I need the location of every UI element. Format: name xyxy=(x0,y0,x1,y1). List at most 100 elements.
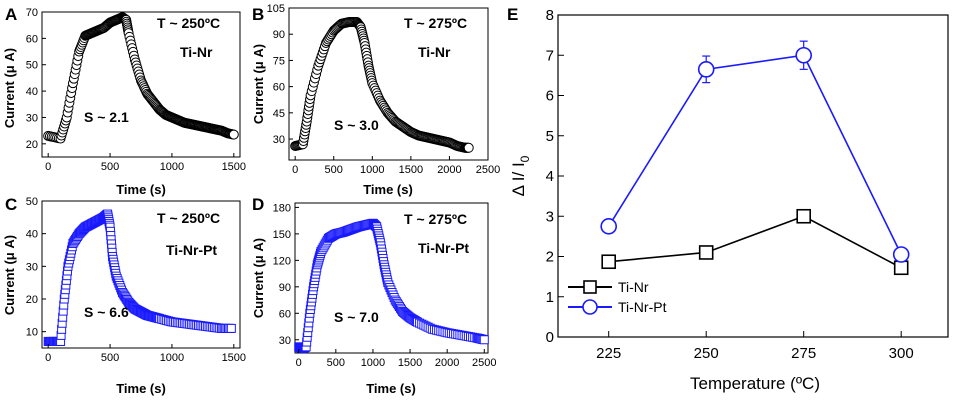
panel-e-x-tick-label: 275 xyxy=(791,345,816,362)
panel-b-x-tick-label: 1500 xyxy=(399,164,423,176)
series-ti-nr-pt-line xyxy=(608,54,902,255)
panel-b-y-tick-label: 75 xyxy=(273,55,285,67)
panel-e-y-label: Δ I/ I0 xyxy=(509,155,532,196)
panel-e-y-tick-label: 2 xyxy=(546,249,554,266)
panel-a-sample: Ti-Nr xyxy=(180,44,213,60)
series-ti-nr-point xyxy=(698,245,714,260)
panel-c-frame xyxy=(41,200,241,349)
panel-e-y-tick-label: 0 xyxy=(546,329,554,346)
panel-c-y-tick-label: 30 xyxy=(26,261,38,273)
panel-b-letter: B xyxy=(252,5,264,24)
panel-e-y-tick-label: 3 xyxy=(546,208,554,225)
panel-d: D 0 500 1000 1500 2000 2500 30 60 90 120 150 180 T… xyxy=(251,195,497,396)
panel-d-y-ticks: 30 60 90 120 150 180 xyxy=(273,202,299,347)
panel-b-x-tick-label: 500 xyxy=(325,164,343,176)
legend-ti-nr-marker xyxy=(583,280,597,294)
panel-a-sensitivity: S ~ 2.1 xyxy=(84,109,129,125)
panel-c-y-ticks: 10 20 30 40 50 xyxy=(26,196,46,339)
panel-d-y-tick-label: 120 xyxy=(273,255,291,267)
panel-b-x-ticks: 0 500 1000 1500 2000 2500 xyxy=(292,156,500,176)
panel-d-x-tick-label: 2500 xyxy=(472,357,496,369)
panel-c-x-tick-label: 1500 xyxy=(222,352,246,364)
panel-a-x-tick-label: 1500 xyxy=(222,161,246,173)
panel-d-y-tick-label: 90 xyxy=(279,282,291,294)
panel-b: B 0 500 1000 1500 2000 2500 30 45 60 75 90 105 T ~… xyxy=(251,3,500,197)
panel-d-data-point xyxy=(479,335,489,345)
panel-b-sample: Ti-Nr xyxy=(418,44,451,60)
panel-e-marks xyxy=(600,40,910,276)
panel-e-y-tick-label: 4 xyxy=(546,168,554,185)
panel-d-y-tick-label: 30 xyxy=(279,335,291,347)
panel-a-x-ticks: 0 500 1000 1500 xyxy=(45,153,246,173)
panel-b-y-tick-label: 45 xyxy=(273,108,285,120)
series-ti-nr-pt-point xyxy=(697,61,715,78)
panel-b-y-tick-label: 30 xyxy=(273,134,285,146)
panel-c-marks xyxy=(43,209,236,346)
panel-b-y-tick-label: 105 xyxy=(267,3,285,15)
panel-a-y-ticks: 20 30 40 50 60 70 xyxy=(26,7,46,151)
panel-d-sensitivity: S ~ 7.0 xyxy=(334,309,379,325)
series-ti-nr-point xyxy=(796,208,812,224)
panel-e-legend: Ti-Nr Ti-Nr-Pt xyxy=(568,279,667,315)
panel-d-x-tick-label: 1000 xyxy=(361,357,385,369)
panel-e-x-tick-label: 225 xyxy=(596,345,621,362)
legend-ti-nr-pt-label: Ti-Nr-Pt xyxy=(618,299,667,315)
panel-a-x-tick-label: 1000 xyxy=(160,161,184,173)
panel-c-y-tick-label: 50 xyxy=(26,196,38,208)
panel-b-x-tick-label: 0 xyxy=(292,164,298,176)
panel-e-y-label-sub: 0 xyxy=(518,155,532,162)
series-ti-nr-point xyxy=(601,254,617,270)
panel-d-sample: Ti-Nr-Pt xyxy=(418,240,469,256)
panel-a-x-tick-label: 500 xyxy=(101,161,119,173)
panel-b-marks xyxy=(290,16,474,153)
panel-b-frame xyxy=(288,7,489,161)
panel-a: A 0 500 1000 1500 20 30 40 50 60 70 T ~ 250ºC Ti… xyxy=(2,5,246,197)
panel-c-y-label: Current (μ A) xyxy=(2,235,17,315)
panel-b-temperature: T ~ 275ºC xyxy=(404,15,467,31)
legend-ti-nr-pt-marker xyxy=(582,299,598,315)
panel-e-y-label-main: Δ I/ I xyxy=(509,162,528,196)
panel-b-x-tick-label: 2000 xyxy=(437,164,461,176)
panel-a-x-tick-label: 0 xyxy=(45,161,51,173)
panel-d-y-tick-label: 150 xyxy=(273,229,291,241)
panel-a-y-tick-label: 30 xyxy=(26,112,38,124)
panel-e-y-tick-label: 7 xyxy=(546,47,554,64)
panel-b-data-point xyxy=(463,142,474,153)
panel-d-y-tick-label: 60 xyxy=(279,308,291,320)
panel-d-x-tick-label: 1500 xyxy=(398,357,422,369)
panel-e-y-ticks: 0 1 2 3 4 5 6 7 8 xyxy=(546,7,564,346)
panel-c: C 0 500 1000 1500 10 20 30 40 50 T ~ 250ºC Ti-N… xyxy=(2,195,246,396)
panel-e: E 225 250 275 300 0 1 2 3 4 5 6 7 8 Temperature (ºC… xyxy=(507,5,949,393)
panel-c-y-tick-label: 10 xyxy=(26,327,38,339)
legend-ti-nr-label: Ti-Nr xyxy=(618,279,649,295)
series-ti-nr-pt-point xyxy=(892,246,910,263)
panel-c-x-ticks: 0 500 1000 1500 xyxy=(45,344,246,364)
panel-a-letter: A xyxy=(5,5,17,24)
panel-e-x-tick-label: 250 xyxy=(694,345,719,362)
panel-a-y-label: Current (μ A) xyxy=(2,48,17,128)
panel-a-y-tick-label: 70 xyxy=(26,7,38,19)
panel-d-x-ticks: 0 500 1000 1500 2000 2500 xyxy=(296,349,497,369)
panel-a-temperature: T ~ 250ºC xyxy=(157,15,220,31)
panel-c-x-label: Time (s) xyxy=(116,381,166,396)
panel-d-temperature: T ~ 275ºC xyxy=(404,211,467,227)
panel-d-y-label: Current (μ A) xyxy=(251,238,266,318)
series-ti-nr-pt-point xyxy=(795,46,813,64)
panel-b-y-tick-label: 90 xyxy=(273,29,285,41)
panel-d-x-tick-label: 0 xyxy=(296,357,302,369)
panel-e-y-tick-label: 5 xyxy=(546,128,554,145)
panel-d-x-label: Time (s) xyxy=(366,381,416,396)
panel-e-letter: E xyxy=(507,5,518,24)
panel-c-x-tick-label: 1000 xyxy=(160,352,184,364)
panel-a-y-tick-label: 40 xyxy=(26,86,38,98)
panel-c-data-point xyxy=(226,323,236,333)
panel-c-x-tick-label: 0 xyxy=(45,352,51,364)
panel-a-y-tick-label: 60 xyxy=(26,33,38,45)
series-ti-nr-point xyxy=(893,260,909,276)
panel-e-x-label: Temperature (ºC) xyxy=(690,374,820,393)
panel-b-y-ticks: 30 45 60 75 90 105 xyxy=(267,3,293,146)
panel-e-x-ticks: 225 250 275 300 xyxy=(596,331,914,362)
series-ti-nr-pt-point xyxy=(600,218,618,235)
panel-c-temperature: T ~ 250ºC xyxy=(157,210,220,226)
panel-b-y-tick-label: 60 xyxy=(273,82,285,94)
